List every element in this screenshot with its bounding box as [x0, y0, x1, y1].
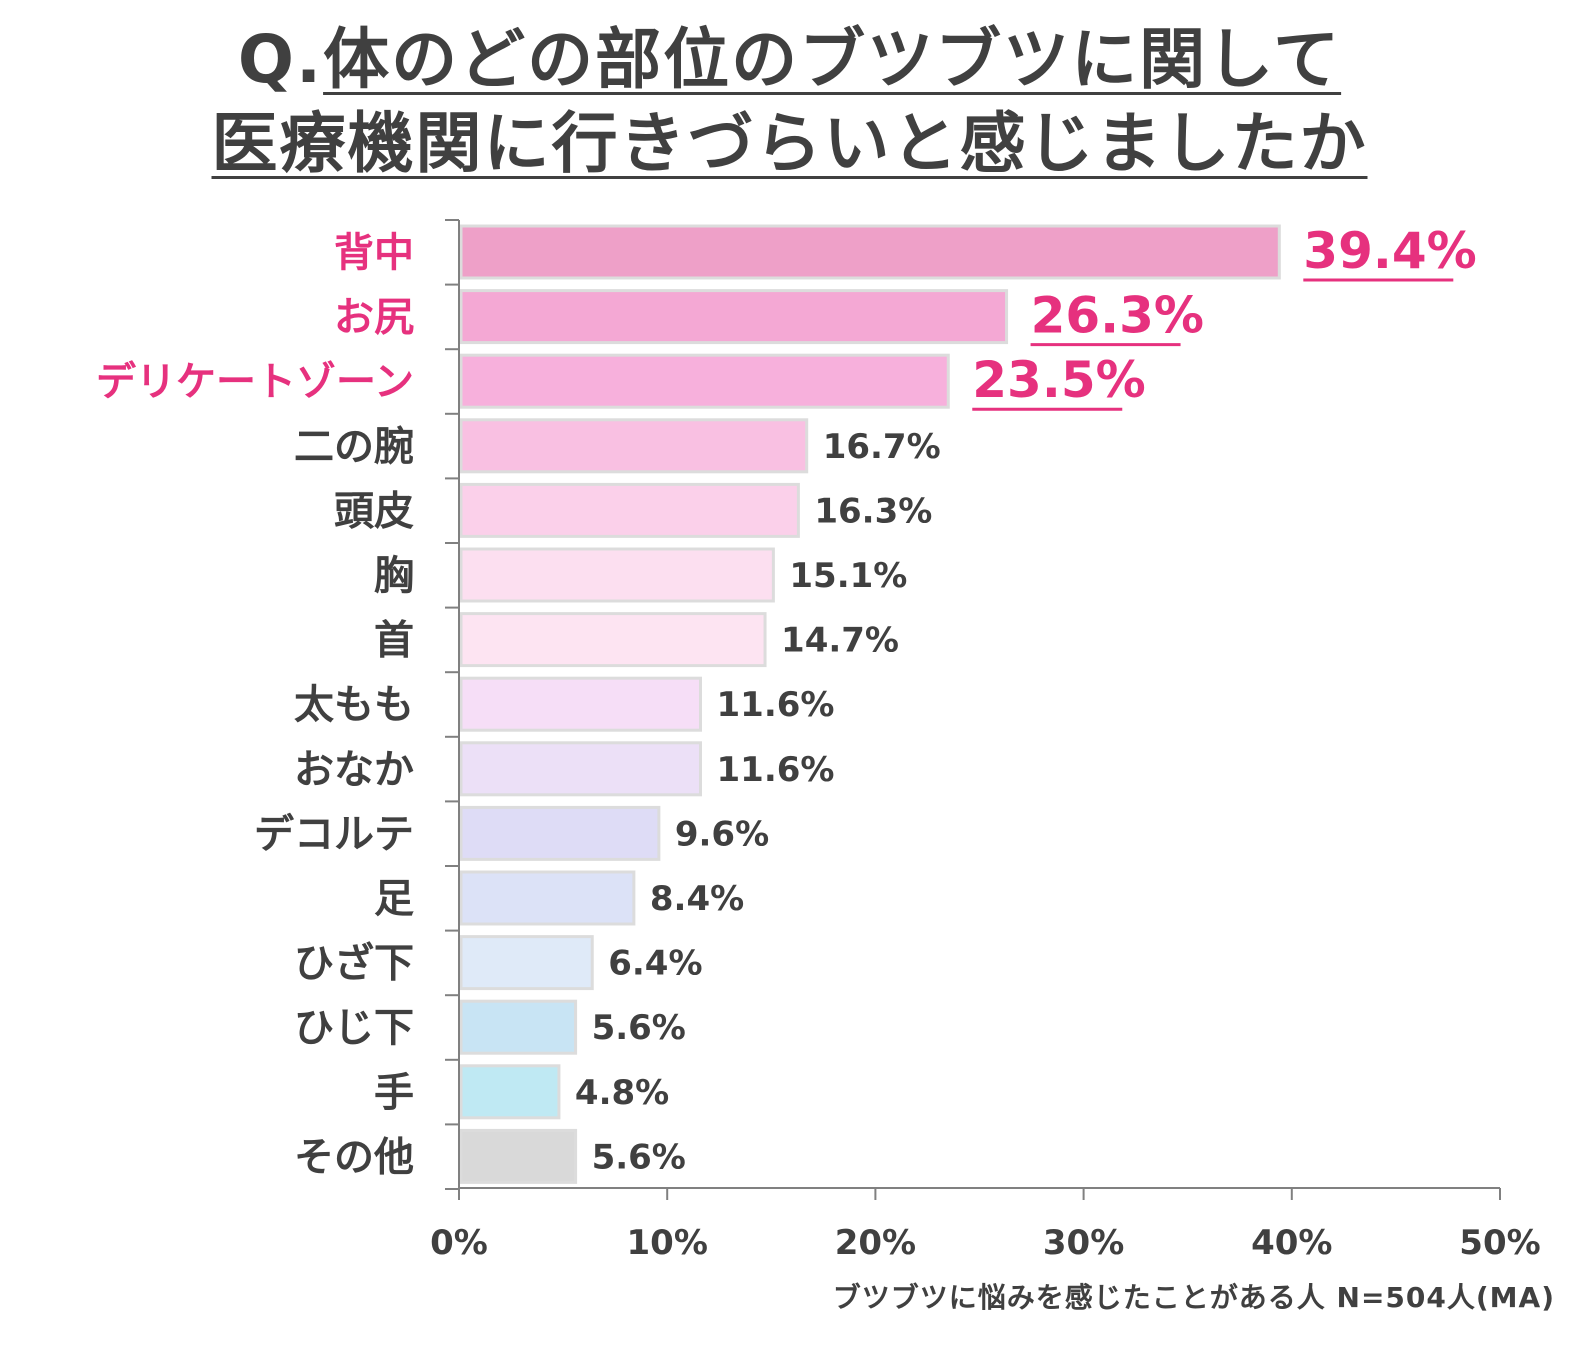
- category-label: その他: [294, 1134, 414, 1180]
- bars-layer: [459, 224, 1281, 1184]
- bar: [459, 547, 775, 603]
- value-label: 4.8%: [575, 1073, 669, 1113]
- bar: [459, 870, 636, 926]
- title-line-1: Q.体のどの部位のブツブツに関して: [0, 18, 1579, 102]
- bar: [459, 741, 703, 797]
- bar: [459, 999, 578, 1055]
- value-label: 11.6%: [717, 685, 835, 725]
- value-label: 16.3%: [814, 491, 932, 531]
- category-label: 頭皮: [334, 488, 414, 534]
- axes-layer: [445, 219, 1501, 1200]
- bar: [459, 353, 950, 409]
- labels-layer: 背中 39.4% お尻 26.3% デリケートゾーン 23.5% 二の腕 16.7% 頭皮 16.…: [96, 222, 1541, 1263]
- value-label: 11.6%: [717, 750, 835, 790]
- category-label: おなか: [294, 747, 414, 793]
- category-label: ひざ下: [294, 941, 414, 987]
- value-label: 14.7%: [781, 621, 899, 661]
- bar: [459, 612, 767, 668]
- title-prefix: Q.: [237, 21, 324, 98]
- value-label: 39.4%: [1303, 222, 1476, 280]
- bar: [459, 418, 809, 474]
- category-label: ひじ下: [294, 1005, 414, 1051]
- value-label: 8.4%: [650, 879, 744, 919]
- bar: [459, 289, 1009, 345]
- bar: [459, 676, 703, 732]
- category-label: 胸: [374, 553, 414, 599]
- category-label: デコルテ: [254, 811, 414, 857]
- category-label: 手: [374, 1070, 414, 1116]
- x-tick-label: 40%: [1251, 1223, 1332, 1263]
- bar: [459, 805, 661, 861]
- value-label: 5.6%: [592, 1137, 686, 1177]
- category-label: 二の腕: [294, 424, 414, 470]
- value-label: 6.4%: [608, 944, 702, 984]
- value-label: 9.6%: [675, 814, 769, 854]
- value-label: 26.3%: [1031, 287, 1204, 345]
- value-label: 5.6%: [592, 1008, 686, 1048]
- footnote: ブツブツに悩みを感じたことがある人 N=504人(MA): [832, 1281, 1555, 1314]
- category-label: お尻: [334, 295, 414, 341]
- value-label: 23.5%: [972, 351, 1145, 409]
- category-label: 背中: [334, 230, 414, 276]
- title-question-cont: 医療機関に行きづらいと感じましたか: [211, 105, 1368, 182]
- value-label: 16.7%: [823, 427, 941, 467]
- value-label: 15.1%: [789, 556, 907, 596]
- chart-title: Q.体のどの部位のブツブツに関して 医療機関に行きづらいと感じましたか: [0, 18, 1579, 186]
- x-tick-label: 0%: [430, 1223, 488, 1263]
- bar: [459, 1064, 561, 1120]
- category-label: 足: [374, 876, 414, 922]
- x-tick-label: 30%: [1043, 1223, 1124, 1263]
- title-question: 体のどの部位のブツブツに関して: [323, 21, 1342, 98]
- bar: [459, 224, 1281, 280]
- category-label: デリケートゾーン: [96, 359, 414, 405]
- bar: [459, 1128, 578, 1184]
- bar: [459, 935, 594, 991]
- x-tick-label: 50%: [1459, 1223, 1540, 1263]
- title-line-2: 医療機関に行きづらいと感じましたか: [0, 102, 1579, 186]
- x-tick-label: 10%: [627, 1223, 708, 1263]
- category-label: 首: [374, 618, 414, 664]
- category-label: 太もも: [294, 682, 414, 728]
- x-tick-label: 20%: [835, 1223, 916, 1263]
- bar: [459, 482, 800, 538]
